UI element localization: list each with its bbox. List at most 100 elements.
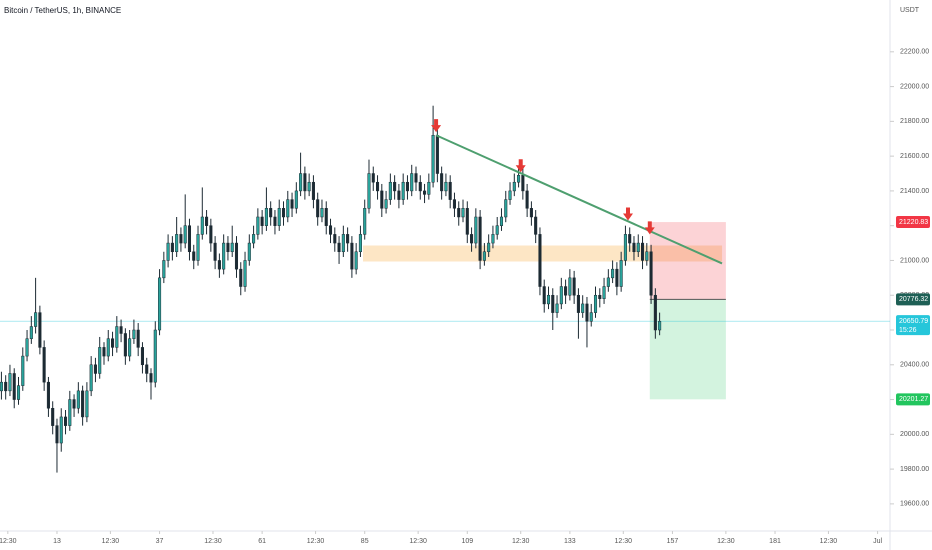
candle-body (358, 234, 362, 253)
candle-body (0, 381, 3, 392)
candle-body (183, 225, 187, 244)
candle-body (465, 208, 469, 235)
candle-body (623, 234, 627, 261)
y-tick-label: 22000.00 (900, 83, 929, 90)
candle-body (658, 321, 662, 331)
candle-body (192, 251, 196, 261)
candle-body (559, 286, 563, 305)
candle-body (316, 199, 320, 218)
candle-body (51, 407, 55, 426)
candle-body (448, 181, 452, 200)
candle-body (324, 208, 328, 226)
candle-body (474, 216, 478, 244)
candle-body (226, 242, 230, 253)
entry-tag (896, 293, 930, 306)
candle-body (499, 216, 504, 226)
candle-body (128, 338, 132, 357)
candle-body (611, 268, 615, 279)
y-tick-label: 21000.00 (900, 257, 929, 264)
candle-body (286, 199, 290, 218)
candle-body (320, 208, 324, 218)
last-price-tag-label: 20650.79 (899, 318, 928, 325)
candle-body (264, 208, 268, 226)
arrow-marker (644, 221, 655, 235)
plot-area (0, 105, 890, 473)
candle-body (414, 173, 418, 183)
candle-body (388, 181, 392, 200)
candle-body (239, 268, 243, 287)
candle-body (205, 216, 209, 226)
y-tick-label: 21800.00 (900, 118, 929, 125)
candle-body (628, 234, 632, 244)
candle-body (487, 242, 491, 253)
candle-body (260, 216, 264, 226)
candle-body (290, 199, 294, 209)
candle-body (431, 135, 435, 183)
candle-body (376, 181, 380, 192)
candle-body (16, 385, 21, 400)
candle-body (517, 175, 521, 183)
candle-body (649, 251, 653, 296)
x-tick-label: Jul (873, 538, 882, 545)
candle-body (598, 294, 602, 299)
candle-body (8, 373, 12, 392)
candle-body (482, 251, 486, 261)
candle-body (25, 338, 29, 357)
candle-body (89, 364, 93, 392)
candle-body (252, 234, 256, 244)
candle-body (525, 190, 529, 209)
candle-body (243, 260, 247, 287)
candle-body (269, 208, 273, 218)
candle-body (72, 399, 76, 409)
countdown: 15:26 (899, 327, 917, 334)
y-tick-label: 20000.00 (900, 431, 929, 438)
candle-body (115, 326, 119, 348)
y-tick-label: 21400.00 (900, 188, 929, 195)
candle-body (564, 286, 568, 296)
candle-body (175, 234, 179, 253)
candle-body (457, 208, 461, 218)
candle-body (217, 260, 221, 270)
candle-body (222, 242, 226, 270)
candle-body (247, 242, 251, 261)
candle-body (452, 199, 456, 209)
candle-body (405, 181, 409, 192)
candle-body (444, 181, 448, 192)
candle-body (46, 381, 50, 409)
candle-body (106, 338, 110, 357)
candle-body (140, 347, 144, 366)
candle-body (542, 286, 546, 305)
candle-body (653, 294, 657, 331)
x-tick-label: 12:30 (307, 538, 325, 545)
y-tick-label: 21600.00 (900, 153, 929, 160)
candle-body (29, 326, 33, 339)
candle-body (98, 347, 102, 374)
candle-body (363, 208, 367, 235)
candle-body (350, 242, 354, 270)
candle-body (397, 190, 401, 200)
y-tick-label: 19800.00 (900, 466, 929, 473)
candle-body (341, 234, 345, 253)
candle-body (534, 216, 538, 235)
candle-body (145, 364, 149, 374)
x-tick-label: 109 (461, 538, 473, 545)
candle-body (299, 173, 303, 192)
candle-body (615, 268, 619, 287)
x-tick-label: 12:30 (409, 538, 427, 545)
candle-body (256, 216, 260, 235)
candle-body (76, 390, 80, 409)
candle-body (93, 364, 97, 374)
candle-body (200, 216, 204, 235)
candle-body (277, 208, 281, 226)
candle-body (209, 225, 213, 244)
candle-body (491, 234, 495, 244)
candle-body (572, 277, 576, 296)
candle-body (581, 303, 585, 313)
arrow-marker (622, 207, 633, 221)
candle-body (170, 242, 174, 253)
candle-body (123, 333, 127, 357)
entry-tag-label: 20776.32 (899, 296, 928, 303)
x-tick-label: 12:30 (512, 538, 530, 545)
